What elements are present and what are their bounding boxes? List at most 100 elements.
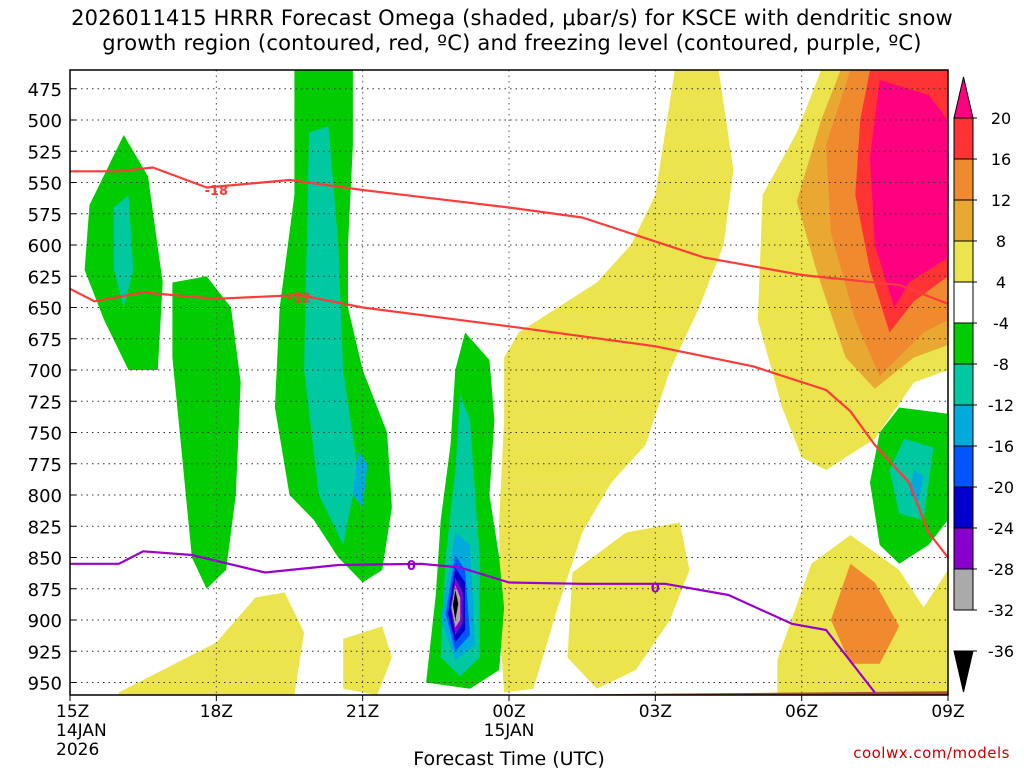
omega-region-rising-cyan-D bbox=[440, 395, 480, 677]
omega-region-rising-blue-C bbox=[352, 451, 368, 508]
y-tick-label-475: 475 bbox=[28, 80, 62, 101]
colorbar-swatch-4 bbox=[953, 240, 974, 283]
x-tick-label-21Z: 21Z bbox=[346, 702, 379, 722]
colorbar-swatch--8 bbox=[953, 322, 974, 365]
omega-region-rising-gray-D bbox=[451, 585, 461, 628]
colorbar-swatch-8 bbox=[953, 199, 974, 242]
colorbar-label-8: 8 bbox=[996, 232, 1006, 251]
colorbar-swatch-12 bbox=[953, 158, 974, 201]
colorbar-label--4: -4 bbox=[993, 314, 1009, 333]
y-tick-label-900: 900 bbox=[28, 611, 62, 632]
omega-region-rising-blue-D bbox=[440, 532, 475, 660]
omega-region-sinking-yellow-low bbox=[567, 522, 690, 689]
colorbar-swatch-16 bbox=[953, 117, 974, 160]
terrain-strip bbox=[70, 691, 948, 695]
chart-title-line-2: growth region (contoured, red, ºC) and f… bbox=[102, 31, 922, 55]
contour-label-3: 0 bbox=[651, 582, 660, 597]
omega-region-rising-green-B bbox=[172, 276, 241, 589]
omega-region-sinking-magenta-late bbox=[870, 80, 948, 308]
omega-region-sinking-yellow-mid bbox=[499, 70, 734, 693]
omega-region-sinking-yellow-sfc2 bbox=[343, 626, 392, 695]
omega-region-rising-blue-E bbox=[909, 470, 924, 502]
contour-label-0: -18 bbox=[205, 184, 229, 199]
colorbar-swatch-20 bbox=[953, 76, 974, 119]
y-tick-label-700: 700 bbox=[28, 361, 62, 382]
x-tick-sublabel-15Z: 14JAN bbox=[56, 721, 107, 741]
contour-line--12 bbox=[70, 287, 948, 559]
y-tick-label-750: 750 bbox=[28, 424, 62, 445]
colorbar-label-16: 16 bbox=[991, 150, 1011, 169]
y-tick-label-800: 800 bbox=[28, 486, 62, 507]
omega-region-sinking-yellow-sfc1 bbox=[118, 592, 305, 695]
y-tick-label-650: 650 bbox=[28, 299, 62, 320]
colorbar-swatch--28 bbox=[953, 527, 974, 570]
x-axis-title: Forecast Time (UTC) bbox=[413, 748, 604, 768]
omega-region-sinking-orange-late bbox=[796, 70, 948, 389]
y-tick-label-500: 500 bbox=[28, 111, 62, 132]
omega-region-sinking-yellow-lowlate bbox=[777, 535, 948, 695]
watermark: coolwx.com/models bbox=[853, 744, 1010, 762]
omega-region-sinking-orange-low bbox=[830, 563, 900, 664]
colorbar-label--36: -36 bbox=[988, 642, 1014, 661]
colorbar-swatch--4 bbox=[953, 281, 974, 324]
x-tick-label-03Z: 03Z bbox=[639, 702, 672, 722]
omega-region-rising-purple-D bbox=[450, 577, 463, 635]
x-tick-label-15Z: 15Z bbox=[56, 702, 89, 722]
colorbar-swatch--24 bbox=[953, 486, 974, 529]
contour-label-1: -12 bbox=[288, 292, 312, 307]
colorbar-label-20: 20 bbox=[991, 109, 1011, 128]
colorbar-label--28: -28 bbox=[988, 560, 1014, 579]
omega-region-sinking-red-late bbox=[855, 70, 948, 333]
omega-region-rising-cyan-E bbox=[889, 438, 934, 520]
x-tick-label-00Z: 00Z bbox=[492, 702, 525, 722]
y-tick-label-925: 925 bbox=[28, 642, 62, 663]
x-tick-label-18Z: 18Z bbox=[200, 702, 233, 722]
x-tick-year-15Z: 2026 bbox=[56, 740, 99, 760]
y-tick-label-575: 575 bbox=[28, 205, 62, 226]
omega-region-rising-cyan-C bbox=[304, 126, 358, 546]
colorbar-label--20: -20 bbox=[988, 478, 1014, 497]
y-tick-label-950: 950 bbox=[28, 674, 62, 695]
colorbar-label--16: -16 bbox=[988, 437, 1014, 456]
chart-title-line-1: 2026011415 HRRR Forecast Omega (shaded, … bbox=[71, 6, 953, 30]
omega-region-rising-black-D bbox=[452, 590, 459, 620]
colorbar-label--32: -32 bbox=[988, 601, 1014, 620]
omega-region-sinking-yellow-late bbox=[757, 70, 948, 470]
y-tick-label-850: 850 bbox=[28, 549, 62, 570]
omega-region-rising-green-E bbox=[870, 407, 948, 564]
omega-region-rising-green-A bbox=[84, 135, 163, 370]
y-tick-label-600: 600 bbox=[28, 236, 62, 257]
x-tick-label-09Z: 09Z bbox=[931, 702, 964, 722]
omega-region-sinking-orange-late2 bbox=[826, 70, 948, 377]
colorbar-swatch--20 bbox=[953, 445, 974, 488]
omega-region-rising-cyan-A bbox=[113, 195, 134, 308]
y-tick-label-825: 825 bbox=[28, 517, 62, 538]
omega-region-rising-green-D bbox=[426, 332, 505, 689]
y-tick-label-875: 875 bbox=[28, 580, 62, 601]
colorbar-swatch--16 bbox=[953, 404, 974, 447]
y-tick-label-775: 775 bbox=[28, 455, 62, 476]
colorbar-label-12: 12 bbox=[991, 191, 1011, 210]
x-tick-sublabel-00Z: 15JAN bbox=[484, 721, 535, 741]
omega-region-rising-navy-D bbox=[448, 567, 466, 643]
contour-label-2: 0 bbox=[407, 559, 416, 574]
omega-region-rising-green-C bbox=[274, 70, 392, 583]
contour-line-0 bbox=[70, 550, 876, 694]
colorbar-label-4: 4 bbox=[996, 273, 1006, 292]
x-tick-label-06Z: 06Z bbox=[785, 702, 818, 722]
y-tick-label-725: 725 bbox=[28, 392, 62, 413]
colorbar-label--8: -8 bbox=[993, 355, 1009, 374]
colorbar-swatch--32 bbox=[953, 568, 974, 611]
omega-region-rising-dblue-D bbox=[445, 555, 470, 652]
y-tick-label-625: 625 bbox=[28, 267, 62, 288]
colorbar-swatch--36 bbox=[953, 650, 974, 693]
plot-frame bbox=[69, 69, 949, 696]
contour-line--18 bbox=[70, 166, 948, 305]
y-tick-label-675: 675 bbox=[28, 330, 62, 351]
y-tick-label-525: 525 bbox=[28, 142, 62, 163]
colorbar-label--12: -12 bbox=[988, 396, 1014, 415]
colorbar-swatch--12 bbox=[953, 363, 974, 406]
y-tick-label-550: 550 bbox=[28, 174, 62, 195]
